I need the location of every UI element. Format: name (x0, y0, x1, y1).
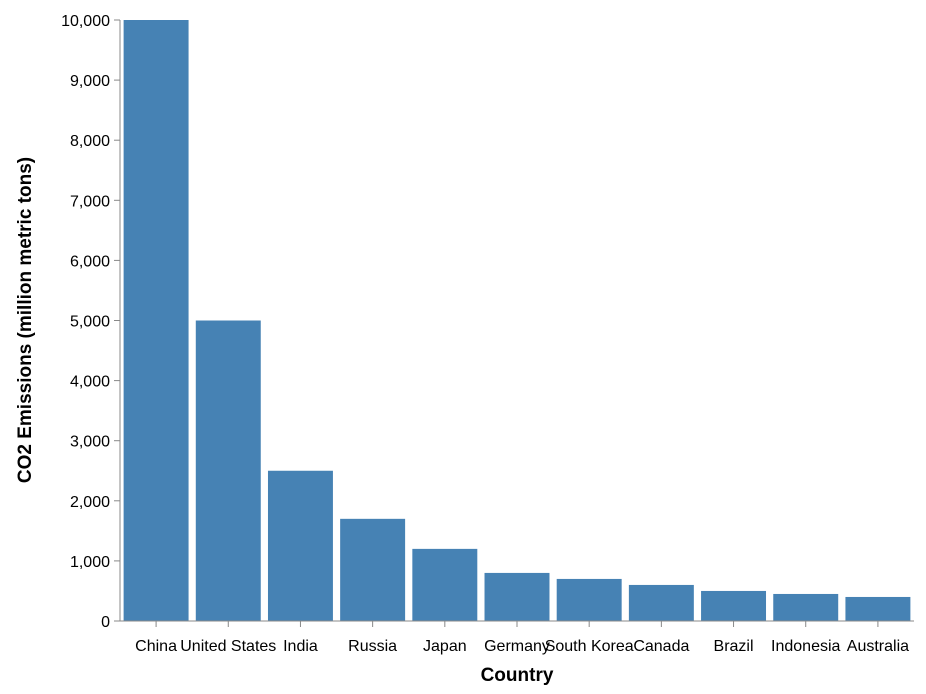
y-tick-label: 9,000 (70, 73, 110, 90)
y-tick-label: 1,000 (70, 554, 110, 571)
bar-china (123, 20, 189, 621)
y-tick-label: 5,000 (70, 314, 110, 331)
bar-canada (628, 584, 694, 621)
bar-south-korea (556, 578, 622, 621)
y-tick-label: 4,000 (70, 374, 110, 391)
y-axis: 0 1,000 2,000 3,000 4,000 5,000 6,000 7,000 8,00… (61, 13, 121, 631)
bar-india (267, 470, 333, 621)
y-tick-label: 6,000 (70, 253, 110, 270)
bar-russia (340, 518, 406, 621)
bar-indonesia (773, 593, 839, 621)
x-tick-label-united-states: United States (180, 638, 276, 655)
x-tick-label-russia: Russia (348, 638, 397, 655)
x-tick-label-india: India (283, 638, 318, 655)
x-tick-label-china: China (135, 638, 177, 655)
x-axis: China United States India Russia Japan German… (120, 620, 914, 655)
bar-germany (484, 572, 550, 621)
bar-brazil (701, 590, 767, 621)
bars-group (123, 20, 911, 621)
y-tick-label: 3,000 (70, 434, 110, 451)
x-axis-title: Country (481, 665, 554, 686)
y-tick-label: 10,000 (61, 13, 110, 30)
x-tick-label-germany: Germany (484, 638, 550, 655)
x-tick-label-japan: Japan (423, 638, 467, 655)
bar-united-states (195, 320, 261, 621)
x-tick-label-south-korea: South Korea (545, 638, 634, 655)
y-tick-label: 2,000 (70, 494, 110, 511)
y-tick-label: 8,000 (70, 133, 110, 150)
x-tick-label-canada: Canada (633, 638, 689, 655)
bar-japan (412, 548, 478, 621)
x-tick-label-australia: Australia (847, 638, 909, 655)
y-axis-title: CO2 Emissions (million metric tons) (15, 157, 36, 483)
y-tick-label: 7,000 (70, 193, 110, 210)
bar-australia (845, 596, 911, 621)
x-tick-label-brazil: Brazil (714, 638, 754, 655)
y-tick-label: 0 (101, 614, 110, 631)
x-tick-label-indonesia: Indonesia (771, 638, 840, 655)
